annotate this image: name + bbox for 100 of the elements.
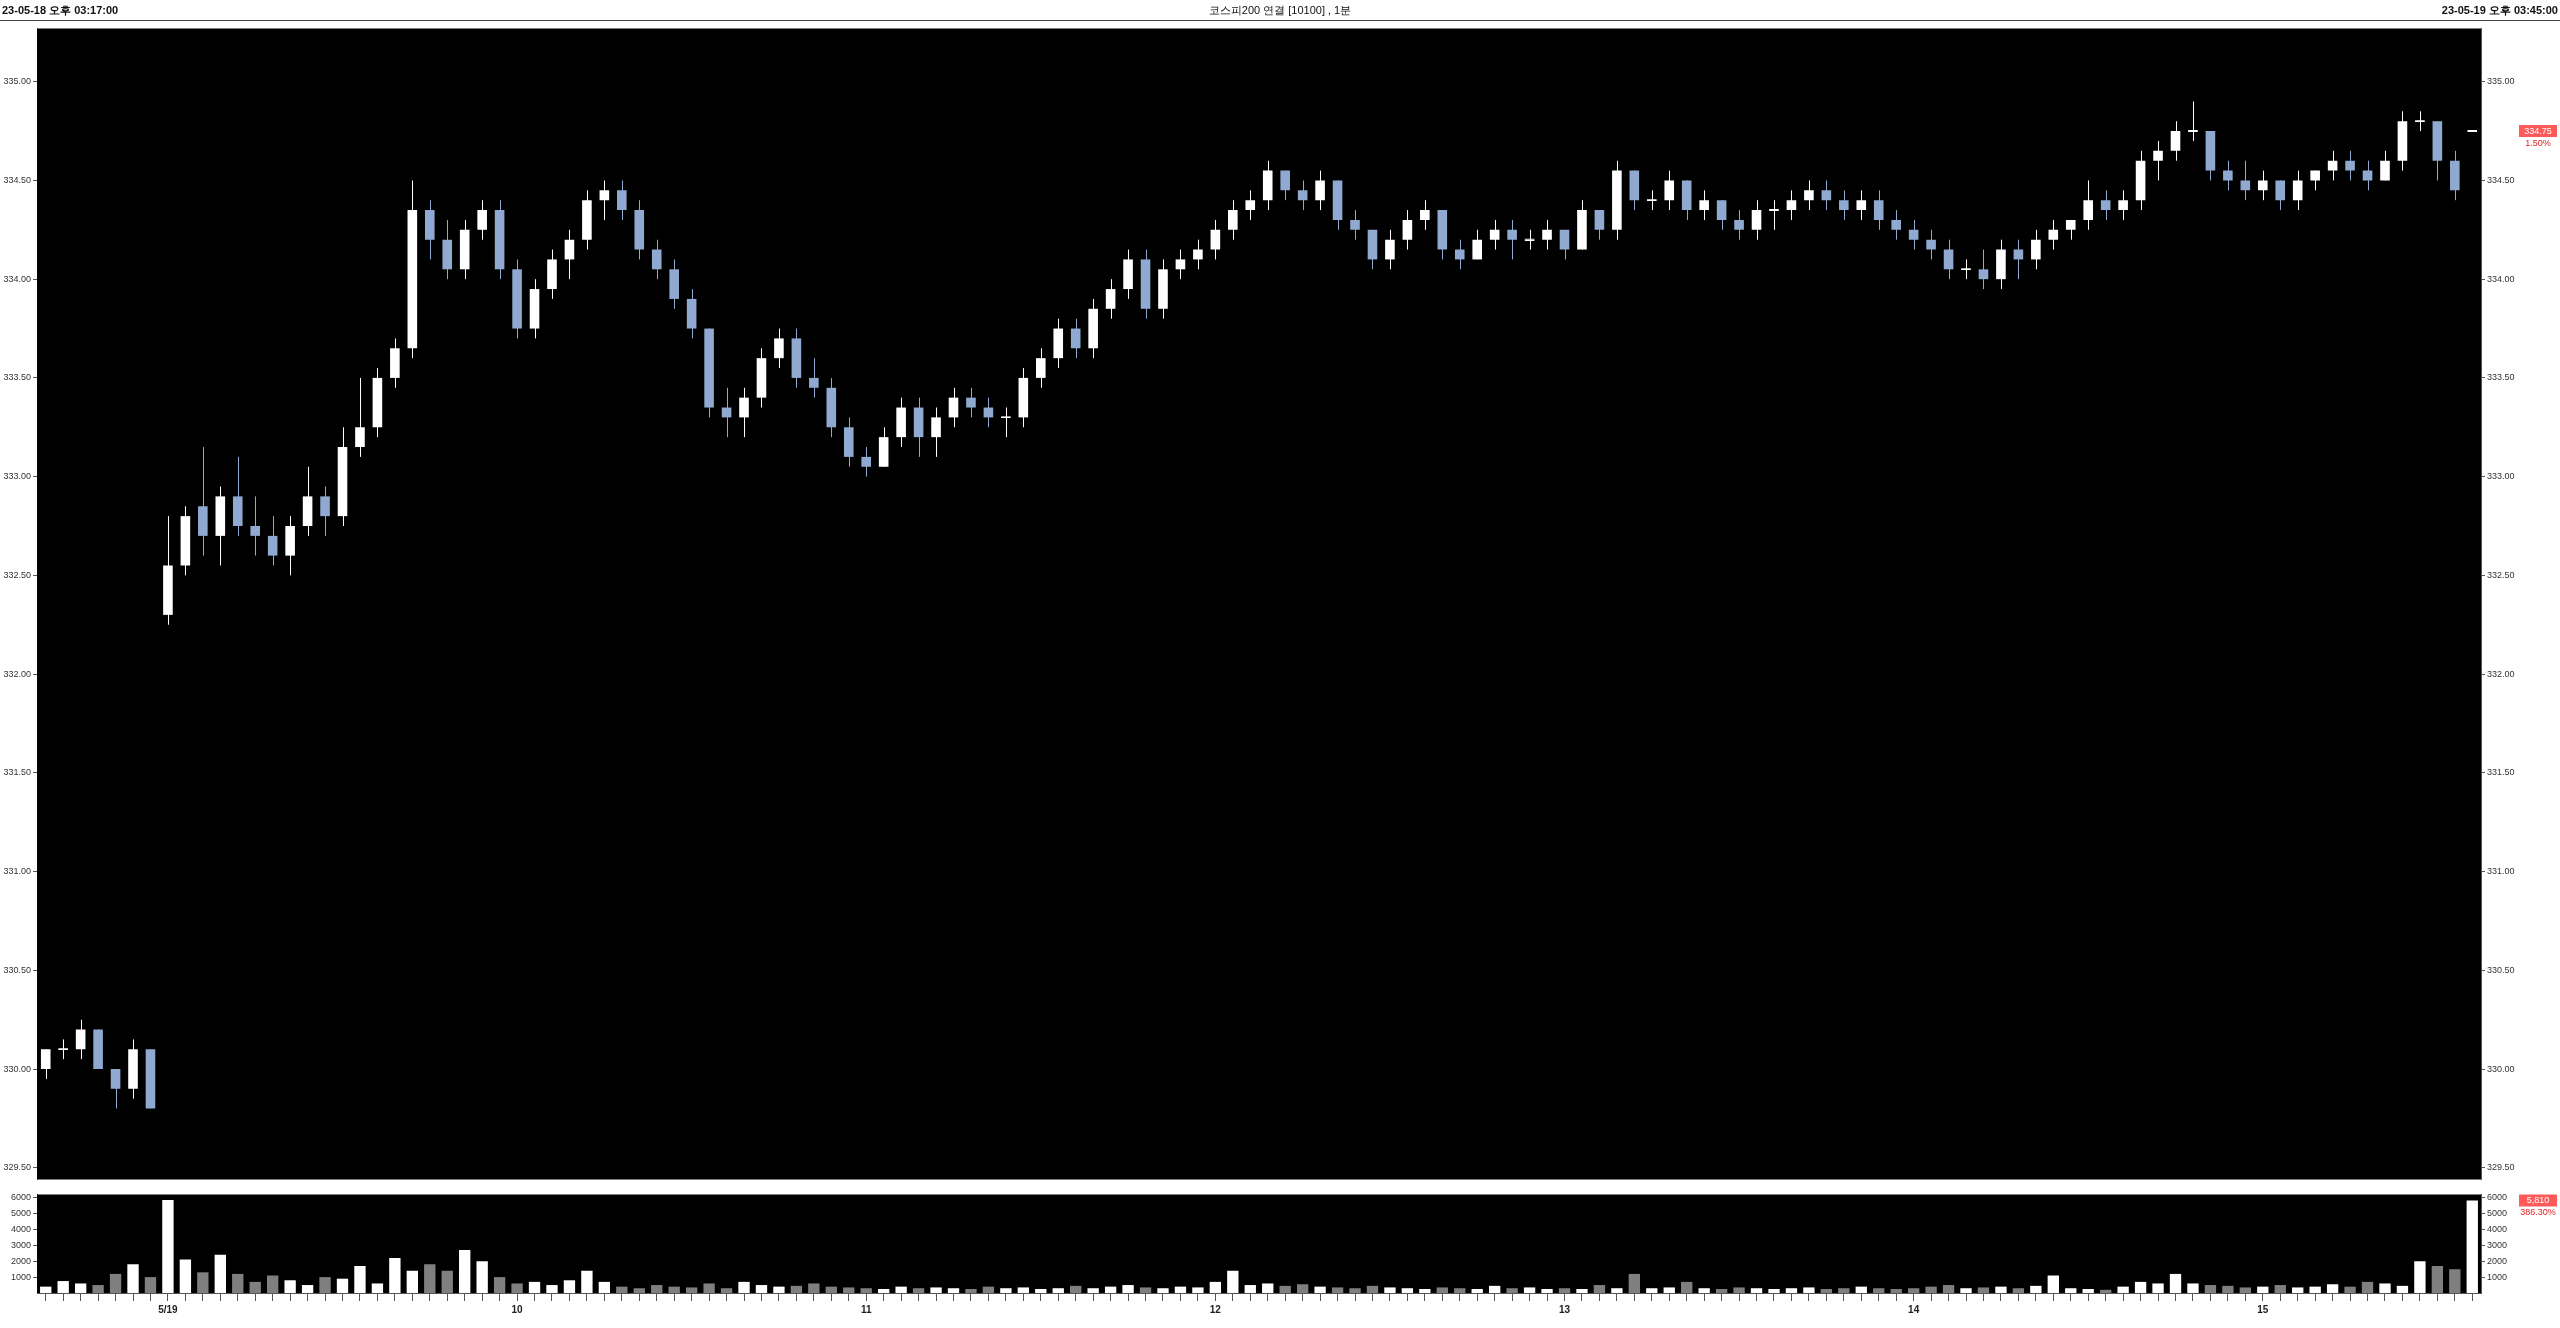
bar bbox=[144, 1277, 157, 1293]
bar bbox=[1296, 1284, 1309, 1293]
candlestick bbox=[2100, 189, 2111, 221]
bar bbox=[232, 1273, 244, 1293]
bar bbox=[1244, 1285, 1256, 1293]
candlestick bbox=[1000, 407, 1012, 438]
y2-tick-label: 331.50 bbox=[2487, 767, 2515, 778]
candlestick bbox=[1472, 229, 1483, 260]
bar bbox=[424, 1264, 436, 1293]
bar bbox=[825, 1286, 837, 1293]
bar bbox=[2292, 1287, 2304, 1293]
candlestick bbox=[1175, 249, 1186, 280]
y2-tick-label: 333.00 bbox=[2487, 471, 2515, 482]
y2-tick-label: 5000 bbox=[2487, 1207, 2508, 1218]
bar bbox=[790, 1285, 803, 1293]
y2-tick-label: 4000 bbox=[2487, 1223, 2508, 1234]
bar bbox=[598, 1281, 611, 1293]
bar bbox=[92, 1285, 104, 1293]
candlestick bbox=[1315, 170, 1325, 211]
candlestick bbox=[2153, 140, 2163, 181]
candlestick bbox=[1856, 189, 1867, 221]
candlestick bbox=[2380, 150, 2390, 181]
bar bbox=[2047, 1275, 2059, 1293]
bar bbox=[2082, 1289, 2094, 1293]
y-tick-label: 6000 bbox=[10, 1192, 31, 1203]
bar bbox=[1873, 1288, 1885, 1293]
text: 1.50% bbox=[2525, 137, 2551, 148]
x-tick-label: 15 bbox=[2257, 1303, 2269, 1315]
candlestick bbox=[2048, 219, 2059, 251]
bar bbox=[1523, 1287, 1536, 1293]
candlestick bbox=[2240, 160, 2251, 201]
candlestick bbox=[617, 179, 627, 221]
bar bbox=[581, 1270, 593, 1293]
bar bbox=[1820, 1289, 1833, 1293]
bar bbox=[74, 1283, 87, 1293]
bar bbox=[2309, 1286, 2321, 1293]
bar bbox=[301, 1285, 314, 1293]
bar bbox=[755, 1285, 768, 1293]
bar bbox=[1611, 1288, 1623, 1293]
bar bbox=[2431, 1265, 2444, 1293]
bar bbox=[2449, 1269, 2461, 1293]
candlestick bbox=[1105, 278, 1116, 320]
bar bbox=[1925, 1286, 1937, 1293]
y-tick-label: 329.50 bbox=[3, 1162, 31, 1173]
x-tick-label: 14 bbox=[1908, 1303, 1920, 1315]
bar bbox=[1087, 1288, 1099, 1293]
candlestick bbox=[2345, 150, 2355, 181]
bar bbox=[1366, 1285, 1379, 1293]
bar bbox=[738, 1281, 750, 1293]
y-tick-label: 332.50 bbox=[3, 569, 31, 580]
y2-tick-label: 6000 bbox=[2487, 1192, 2508, 1203]
bar bbox=[2065, 1288, 2077, 1293]
candlestick bbox=[1664, 170, 1675, 211]
y-tick-label: 5000 bbox=[10, 1207, 31, 1218]
candlestick bbox=[110, 1068, 121, 1110]
bar bbox=[1419, 1289, 1431, 1293]
bar bbox=[1715, 1289, 1728, 1293]
y2-tick-label: 329.50 bbox=[2487, 1162, 2515, 1173]
x-tick-label: 11 bbox=[860, 1303, 872, 1315]
y-tick-label: 3000 bbox=[10, 1239, 31, 1250]
candlestick bbox=[250, 495, 261, 557]
y-tick-label: 333.00 bbox=[3, 471, 31, 482]
candlestick bbox=[1873, 189, 1884, 231]
bar bbox=[1768, 1289, 1780, 1293]
candlestick bbox=[1751, 199, 1762, 241]
bar bbox=[668, 1286, 680, 1293]
candlestick bbox=[1926, 229, 1936, 260]
bar bbox=[1331, 1287, 1344, 1293]
bar bbox=[965, 1289, 977, 1293]
candlestick bbox=[2187, 100, 2199, 142]
candlestick bbox=[1280, 170, 1290, 201]
y-tick-label: 2000 bbox=[10, 1255, 31, 1266]
bar bbox=[947, 1288, 960, 1293]
bar bbox=[1017, 1287, 1029, 1293]
text: 23-05-19 오후 03:45:00 bbox=[2441, 3, 2558, 18]
bar bbox=[720, 1288, 733, 1293]
bar bbox=[1506, 1288, 1518, 1293]
bar bbox=[633, 1288, 645, 1293]
text: 5,810 bbox=[2526, 1195, 2550, 1206]
candlestick bbox=[1699, 189, 1709, 221]
x-tick-label: 5/19 bbox=[158, 1303, 179, 1315]
bar bbox=[214, 1254, 226, 1293]
y2-tick-label: 330.50 bbox=[2487, 964, 2515, 975]
bar bbox=[703, 1283, 715, 1293]
candlestick bbox=[1070, 318, 1081, 359]
y-tick-label: 335.00 bbox=[3, 76, 31, 87]
text: 386.30% bbox=[2520, 1207, 2556, 1218]
candlestick bbox=[1839, 189, 1849, 221]
bar bbox=[1558, 1288, 1571, 1293]
bar bbox=[459, 1250, 471, 1293]
y-tick-label: 4000 bbox=[10, 1223, 31, 1234]
bar bbox=[511, 1283, 523, 1293]
bar bbox=[389, 1258, 401, 1293]
y2-tick-label: 334.00 bbox=[2487, 273, 2515, 284]
bar bbox=[930, 1287, 942, 1293]
bar bbox=[354, 1265, 366, 1293]
candlestick bbox=[1804, 179, 1814, 211]
bar bbox=[2117, 1286, 2129, 1293]
candlestick bbox=[320, 486, 330, 537]
bar bbox=[563, 1280, 576, 1293]
